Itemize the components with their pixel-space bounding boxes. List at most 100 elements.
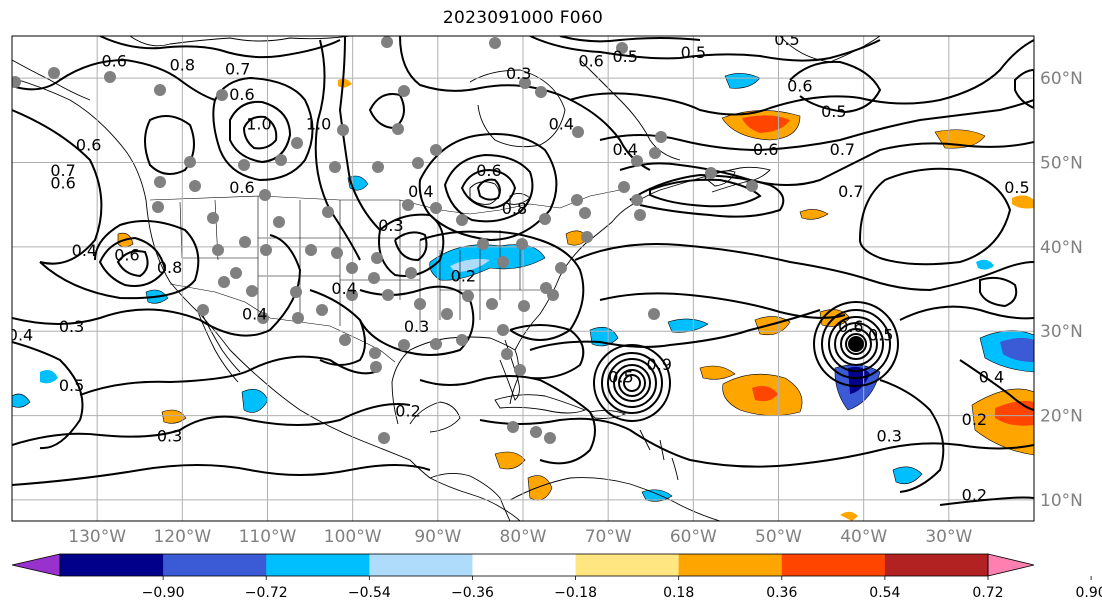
station-dot [547, 289, 559, 301]
colorbar-extend-high [987, 553, 1035, 577]
cuba [494, 394, 587, 414]
latitude-tick-label: 20°N [1040, 407, 1083, 427]
longitude-tick-label: 130°W [68, 527, 126, 547]
station-dot [246, 285, 258, 297]
station-dot [539, 213, 551, 225]
station-dot [405, 267, 417, 279]
station-dot [368, 272, 380, 284]
contour-line [476, 178, 501, 201]
longitude-tick-label: 50°W [755, 527, 802, 547]
colorbar-tick-label: −0.90 [142, 585, 185, 601]
colorbar-tick-label: 0.18 [663, 585, 694, 601]
colorbar-labels: −0.90 −0.72 −0.54 −0.36 −0.18 0.18 0.36 0.54 0.7… [142, 576, 1102, 601]
contour-line [12, 58, 216, 101]
contour-label: 0.7 [50, 161, 75, 180]
station-dot [477, 238, 489, 250]
central-america [429, 473, 511, 521]
station-dot [655, 131, 667, 143]
contour-label: 0.4 [979, 368, 1004, 387]
station-dot [154, 176, 166, 188]
station-dot [239, 236, 251, 248]
contour-label: 0.6 [476, 161, 501, 180]
contour-line [116, 250, 149, 278]
north-america-west-coast [12, 77, 521, 521]
station-dot [371, 252, 383, 264]
colorbar-tick-label: −0.36 [451, 585, 494, 601]
negative-anomaly-area [241, 389, 269, 413]
station-dot [430, 338, 442, 350]
south-america-north [509, 477, 721, 521]
station-dot [370, 361, 382, 373]
contour-line [12, 341, 84, 450]
gulf-of-california [199, 309, 241, 373]
contour-line [979, 276, 1018, 308]
contour-label: 0.6 [76, 136, 101, 155]
contour-label: 0.5 [681, 43, 706, 62]
station-dot [257, 312, 269, 324]
positive-anomaly-area [338, 78, 352, 88]
lat-lon-gridlines [12, 36, 1034, 521]
contour-label: 0.4 [242, 304, 267, 323]
contour-label: 0.4 [331, 279, 356, 298]
contour-line [359, 285, 475, 356]
station-dot [402, 199, 414, 211]
contour-line [879, 379, 945, 493]
longitude-tick-label: 110°W [239, 527, 297, 547]
contour-line [509, 324, 585, 380]
florida [499, 339, 520, 401]
contour-line [39, 220, 200, 300]
station-dot [649, 147, 661, 159]
tropical-cyclone-contours-west [593, 344, 671, 422]
contour-label: 0.6 [578, 51, 603, 70]
contour-label: 0.3 [378, 216, 403, 235]
contour-label: 0.8 [157, 258, 182, 277]
negative-anomaly-area [848, 366, 870, 394]
contour-label: 0.4 [408, 182, 433, 201]
station-dot [398, 339, 410, 351]
longitude-tick-label: 100°W [324, 527, 382, 547]
station-dot [369, 347, 381, 359]
colorbar-tick-label: −0.54 [348, 585, 391, 601]
contour-line [12, 234, 302, 337]
positive-anomaly-area [527, 475, 553, 501]
station-dot [631, 155, 643, 167]
colorbar-tick-label: −0.72 [245, 585, 288, 601]
station-dot [329, 161, 341, 173]
negative-anomaly-area [641, 489, 673, 502]
us-canada-border [149, 189, 621, 215]
yucatan [409, 401, 461, 433]
latitude-tick-label: 10°N [1040, 491, 1083, 511]
station-dot [555, 262, 567, 274]
contour-label: 0.3 [59, 317, 84, 336]
contour-line [12, 464, 431, 486]
station-dot [412, 157, 424, 169]
contour-line [418, 133, 558, 242]
contour-label: 0.4 [612, 140, 637, 159]
contour-line [443, 153, 534, 223]
station-dot [631, 194, 643, 206]
station-dot [339, 334, 351, 346]
station-dot [275, 154, 287, 166]
contour-label: 0.5 [1004, 178, 1029, 197]
colorbar-segment [163, 554, 267, 576]
contour-line [309, 289, 366, 366]
station-dot [346, 289, 358, 301]
station-dot [230, 267, 242, 279]
cyclone-center-marker [848, 336, 864, 352]
contour-label: 0.7 [225, 60, 250, 79]
station-dot [456, 334, 468, 346]
station-dot [489, 37, 501, 49]
contour-label: 0.3 [876, 427, 901, 446]
latitude-tick-label: 60°N [1040, 69, 1083, 89]
longitude-tick-label: 60°W [670, 527, 717, 547]
contour-label: 0.6 [101, 51, 126, 70]
contour-label: 1.0 [246, 115, 271, 134]
station-dot [218, 276, 230, 288]
contour-label: 0.5 [821, 102, 846, 121]
station-dot [441, 308, 453, 320]
latitude-tick-label: 50°N [1040, 154, 1083, 174]
contour-line [479, 417, 1034, 468]
station-dot [497, 256, 509, 268]
colorbar-tick-label: −0.18 [554, 585, 597, 601]
contour-line [98, 236, 167, 287]
